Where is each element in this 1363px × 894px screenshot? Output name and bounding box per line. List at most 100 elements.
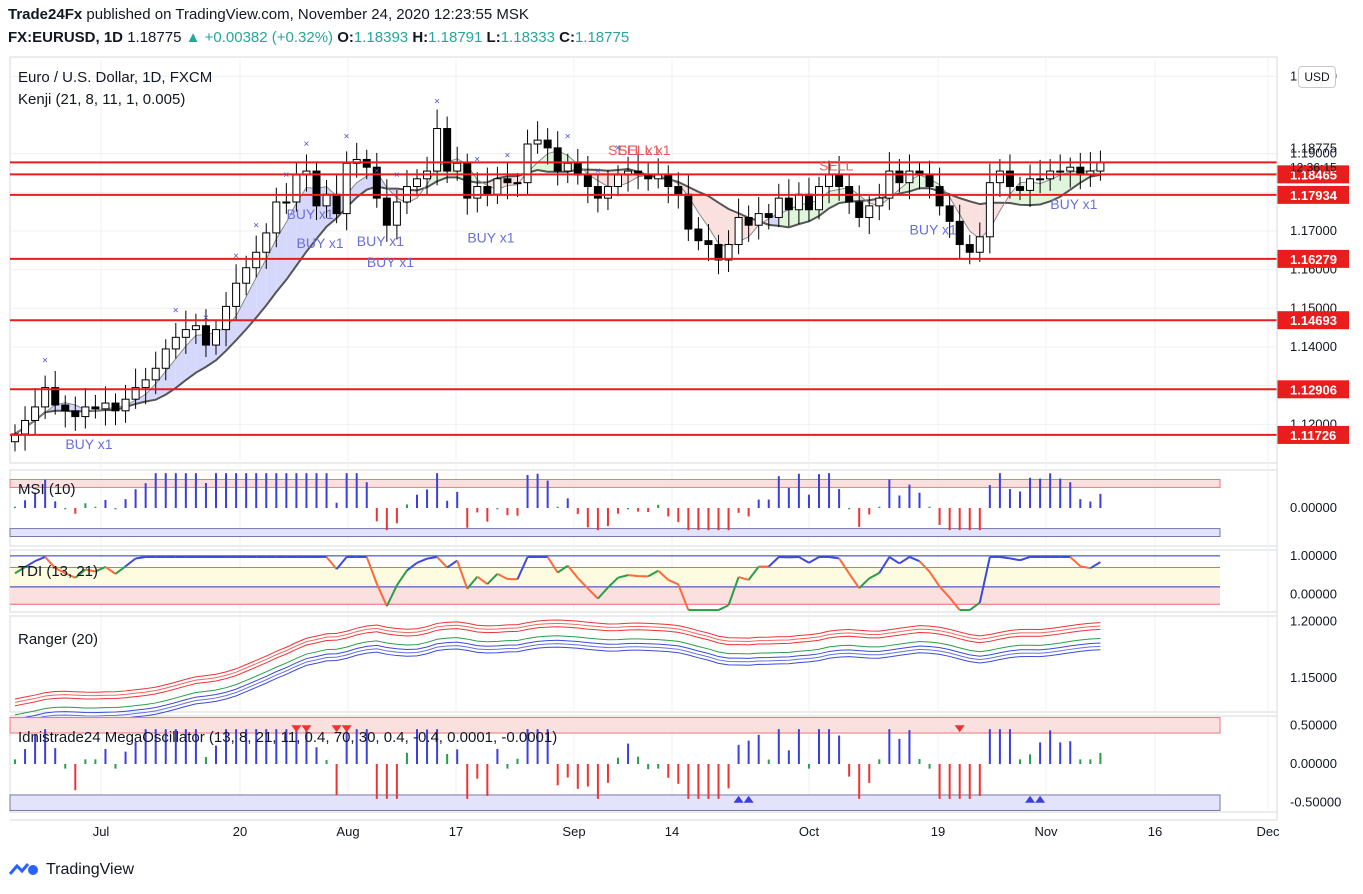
cross-marker: × — [233, 251, 239, 262]
tdi-line — [878, 556, 891, 574]
low-value: 1.18333 — [500, 29, 555, 46]
main-price-pane: BUY x1 BUY x1 BUY x1 BUY x1 BUY x1 BUY x1 SELL… — [10, 97, 1277, 452]
candle — [543, 139, 552, 149]
close-label: C: — [559, 29, 575, 46]
tdi-line — [14, 566, 26, 575]
tdi-line — [577, 577, 589, 590]
candle — [332, 193, 341, 215]
mega-buy-triangle — [1035, 795, 1046, 803]
x-tick-label: 20 — [233, 824, 247, 839]
tdi-line — [798, 556, 810, 564]
level-label: 1.16279 — [1290, 252, 1337, 267]
candle — [513, 182, 522, 185]
tdi-line — [456, 560, 469, 590]
candle — [744, 216, 753, 226]
publisher-name[interactable]: Trade24Fx — [8, 6, 83, 23]
msi-label: MSI (10) — [18, 481, 76, 498]
mega-sell-triangle — [331, 725, 342, 733]
candle — [825, 174, 834, 188]
candle — [664, 174, 673, 188]
tdi-line — [918, 560, 931, 573]
cross-marker: × — [253, 220, 259, 231]
candle — [614, 174, 622, 188]
candle — [945, 205, 954, 222]
ranger-line — [14, 643, 1101, 724]
tdi-line — [667, 578, 679, 586]
high-label: H: — [412, 29, 429, 46]
candle — [61, 404, 70, 412]
y-tick-label: 1.14000 — [1290, 339, 1337, 354]
level-label-box — [1277, 249, 1349, 268]
level-label: 1.17934 — [1290, 188, 1338, 203]
candle — [191, 325, 200, 331]
tdi-line — [727, 576, 740, 606]
candle — [774, 197, 783, 218]
signal-label: BUY x1 — [357, 233, 404, 249]
tdi-line — [486, 573, 499, 585]
candle — [141, 379, 150, 389]
tdi-line — [446, 559, 458, 569]
candle — [1066, 166, 1075, 172]
cross-marker: × — [344, 131, 350, 142]
kenji-cloud — [145, 383, 156, 402]
tdi-line — [948, 597, 961, 611]
candle — [885, 170, 894, 199]
candle — [51, 387, 60, 406]
tdi-line — [396, 569, 408, 586]
tdi-line — [868, 572, 880, 580]
candle — [583, 174, 592, 188]
mega-buy-triangle — [743, 795, 754, 803]
tdi-line — [768, 556, 780, 568]
tdi-line — [335, 556, 348, 570]
cross-marker: × — [565, 131, 571, 142]
signal-label: BUY x1 — [367, 254, 414, 270]
close-value: 1.18775 — [574, 29, 630, 46]
ohlc-line: FX:EURUSD, 1D 1.18775 ▲ +0.00382 (+0.32%… — [8, 29, 629, 46]
kenji-cloud — [296, 187, 307, 266]
tdi-line — [657, 569, 669, 581]
tradingview-logo[interactable]: TradingView — [8, 860, 134, 880]
cross-marker: × — [474, 155, 480, 166]
candle — [684, 193, 693, 230]
kenji-cloud — [909, 174, 920, 192]
candle — [905, 170, 914, 184]
candle — [593, 186, 602, 199]
candle — [101, 402, 110, 410]
candle — [603, 186, 612, 199]
candle — [483, 186, 492, 195]
tdi-line — [466, 576, 479, 590]
kenji-cloud — [718, 202, 729, 248]
tdi-line — [406, 561, 418, 572]
candle — [71, 410, 80, 418]
candle — [443, 128, 452, 172]
currency-button[interactable]: USD — [1298, 66, 1336, 88]
candle — [1036, 178, 1045, 181]
countdown-label: 12:36:15 — [1290, 160, 1337, 174]
chart-title: Euro / U.S. Dollar, 1D, FXCM — [18, 69, 212, 86]
candle — [674, 186, 683, 195]
level-label: 1.12906 — [1290, 382, 1337, 397]
low-label: L: — [486, 29, 501, 46]
tdi-line — [114, 565, 127, 575]
candle — [493, 178, 502, 195]
candle — [975, 236, 984, 253]
candle — [573, 162, 582, 176]
candle — [855, 201, 864, 218]
msi-lower-zone — [9, 528, 1221, 537]
candle — [242, 267, 251, 284]
kenji-cloud — [788, 204, 799, 228]
candle — [121, 398, 130, 412]
tdi-line — [85, 568, 96, 573]
candle — [262, 232, 271, 253]
cross-marker: × — [434, 97, 440, 108]
symbol-label: FX:EURUSD, 1D — [8, 29, 124, 46]
y-tick-label: 0.00000 — [1290, 500, 1337, 515]
candle — [453, 162, 462, 172]
kenji-cloud — [165, 358, 176, 395]
kenji-cloud — [1070, 171, 1081, 190]
ranger-line — [14, 626, 1101, 707]
tdi-line — [426, 555, 438, 560]
y-tick-label: -0.50000 — [1290, 795, 1341, 810]
candle — [272, 201, 281, 234]
